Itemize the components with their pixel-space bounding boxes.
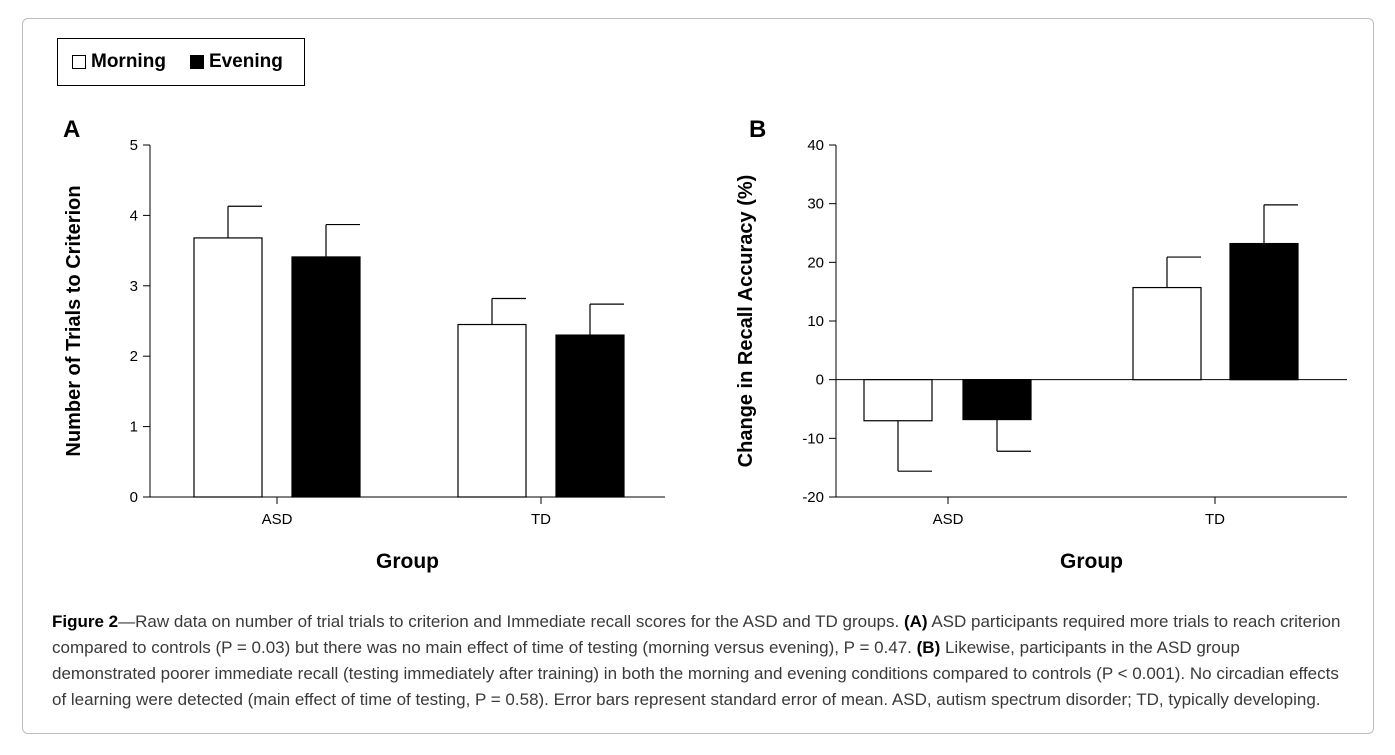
figure-charts: A 0 1 2 3 4 5 ASD TD Group Number of Trials to Cri… <box>63 116 1347 573</box>
caption-a-label: (A) <box>903 612 928 631</box>
panel-a-x-axis-title: Group <box>376 550 439 573</box>
panel-a-bar-morning-td <box>457 323 527 498</box>
legend-item-morning: Morning <box>72 51 166 73</box>
panel-a-y-axis-title: Number of Trials to Criterion <box>63 185 85 456</box>
panel-a-label: A <box>63 116 80 143</box>
panel-b-y-tick-label: 20 <box>807 254 824 271</box>
panel-b-bar-evening-asd <box>962 379 1032 421</box>
panel-a-y-tick-label: 5 <box>130 137 138 154</box>
panel-a-y-tick-label: 3 <box>130 278 138 295</box>
panel-a-x-tick-label: TD <box>531 511 551 528</box>
legend-label-evening: Evening <box>208 51 283 72</box>
caption-b-text: Likewise, participants in the ASD group … <box>52 638 1339 709</box>
panel-a-y-tick-label: 0 <box>130 489 138 506</box>
panel-b-x-tick-label: ASD <box>933 511 964 528</box>
panel-a-bar-morning-asd <box>193 237 263 498</box>
chart-legend: Morning Evening <box>57 38 305 86</box>
panel-b-label: B <box>749 116 766 143</box>
panel-a-bar-evening-asd <box>291 256 361 498</box>
figure-frame <box>22 18 1374 734</box>
panel-b-y-axis-title: Change in Recall Accuracy (%) <box>735 175 757 468</box>
figure-caption: Figure 2—Raw data on number of trial tri… <box>52 609 1348 713</box>
panel-b-y-tick-label: 10 <box>807 313 824 330</box>
panel-a-y-tick-label: 4 <box>130 207 138 224</box>
panel-b-bar-morning-td <box>1132 286 1202 381</box>
panel-a-y-tick-label: 1 <box>130 419 138 436</box>
panel-b-y-tick-label: -20 <box>802 489 824 506</box>
panel-b-bar-evening-td <box>1229 242 1299 381</box>
legend-label-morning: Morning <box>91 51 166 72</box>
panel-b-x-tick-label: TD <box>1205 511 1225 528</box>
panel-b-bar-morning-asd <box>863 379 933 422</box>
panel-b-x-axis-title: Group <box>1060 550 1123 573</box>
panel-b-y-tick-label: -10 <box>802 430 824 447</box>
panel-b-y-tick-label: 0 <box>816 372 824 389</box>
legend-swatch-evening <box>189 55 204 69</box>
panel-a-y-tick-label: 2 <box>130 348 138 365</box>
caption-b-label: (B) <box>916 638 941 657</box>
panel-b-y-tick-label: 40 <box>807 137 824 154</box>
panel-a-x-tick-label: ASD <box>262 511 293 528</box>
caption-figure-label: Figure 2 <box>52 612 119 631</box>
legend-swatch-morning <box>72 55 86 69</box>
panel-b-y-tick-label: 30 <box>807 196 824 213</box>
panel-a-bar-evening-td <box>555 334 625 498</box>
legend-item-evening: Evening <box>189 51 283 73</box>
caption-intro: —Raw data on number of trial trials to c… <box>118 612 904 631</box>
caption-a-text: ASD participants required more trials to… <box>52 612 1341 657</box>
